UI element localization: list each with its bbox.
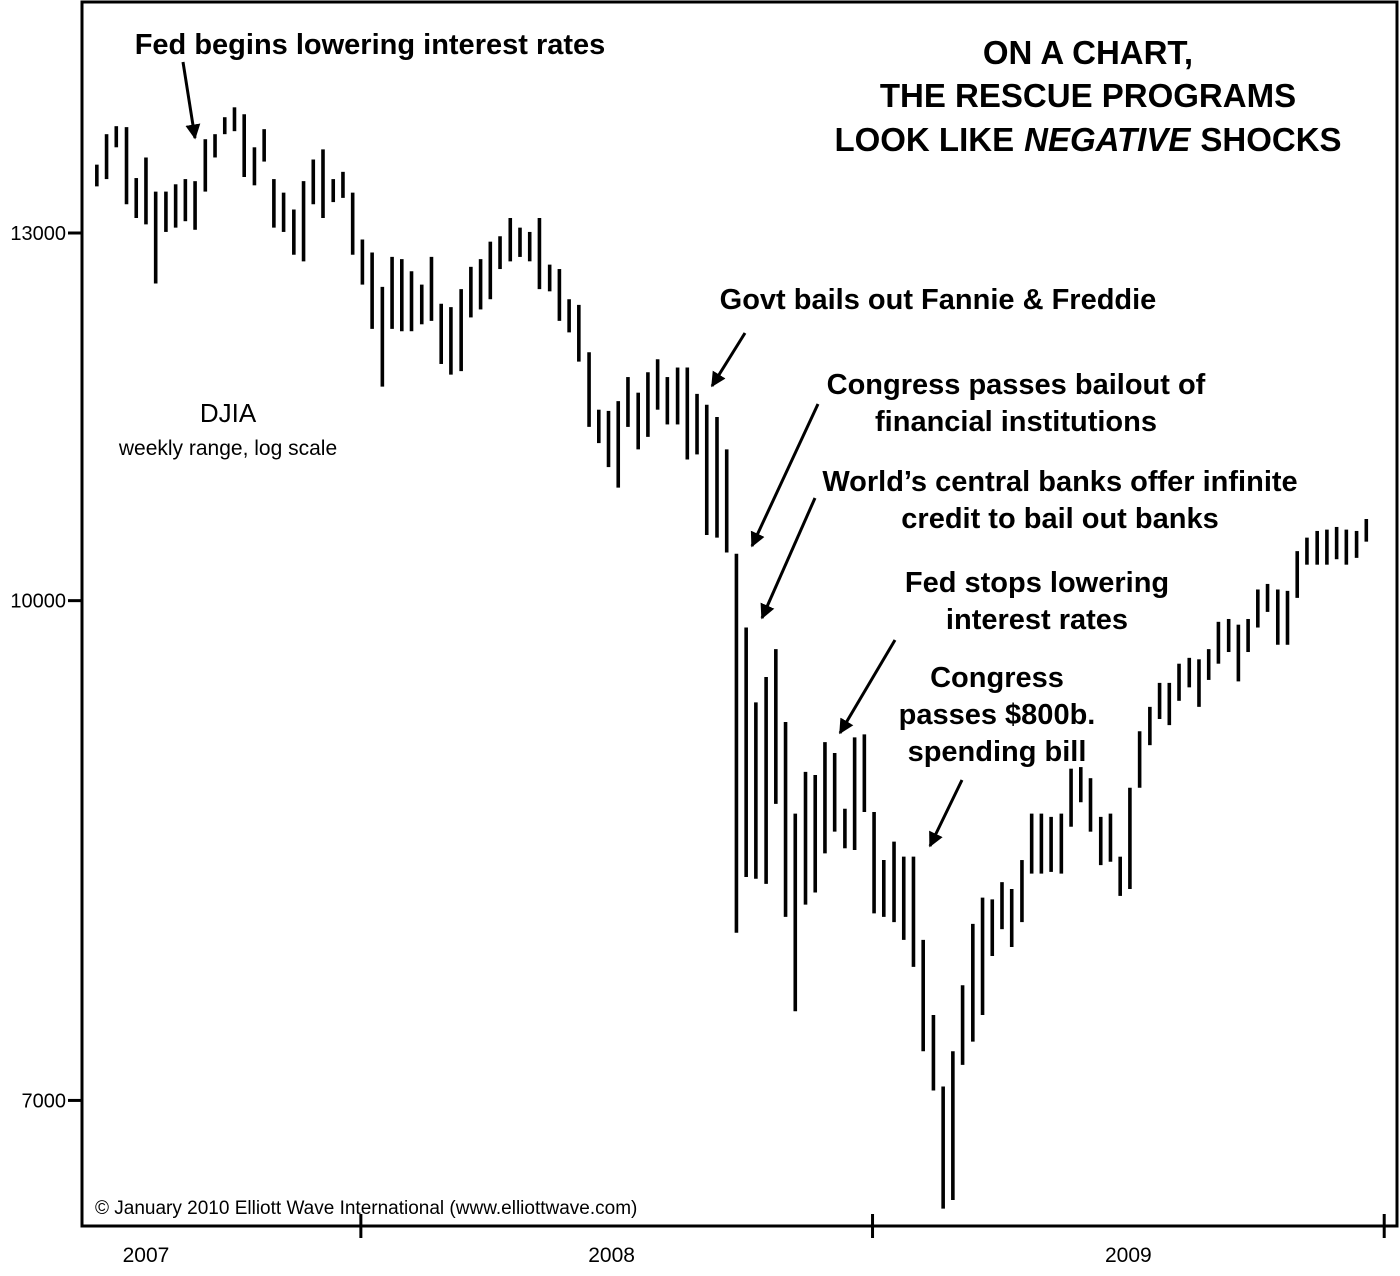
annotation: Govt bails out Fannie & Freddie <box>720 284 1157 316</box>
annotation-arrow <box>181 61 201 140</box>
title-part: SHOCKS <box>1200 121 1341 158</box>
annotation: spending bill <box>908 736 1087 768</box>
y-tick-label: 7000 <box>22 1090 67 1112</box>
annotation-arrow <box>760 497 817 620</box>
annotation: credit to bail out banks <box>901 503 1218 535</box>
annotation: interest rates <box>946 604 1128 636</box>
x-tick-label: 2009 <box>1105 1244 1152 1267</box>
annotation-arrow <box>710 332 747 388</box>
annotation: Fed begins lowering interest rates <box>135 29 606 61</box>
title-part: LOOK LIKE <box>834 121 1014 158</box>
title-block: ON A CHART, THE RESCUE PROGRAMS LOOK LIK… <box>834 34 1341 158</box>
subtitle: weekly range, log scale <box>118 437 337 460</box>
source-note: © January 2010 Elliott Wave Internationa… <box>95 1198 637 1219</box>
annotation: Congress passes bailout of <box>827 369 1206 401</box>
plot-frame <box>80 0 1399 1228</box>
annotation: World’s central banks offer infinite <box>822 466 1297 498</box>
annotation: Fed stops lowering <box>905 567 1169 599</box>
annotation-arrow <box>838 639 897 735</box>
y-tick-label: 13000 <box>10 223 66 245</box>
annotation: financial institutions <box>875 406 1157 438</box>
title-line: THE RESCUE PROGRAMS <box>880 77 1296 114</box>
annotation: passes $800b. <box>899 699 1096 731</box>
annotation-arrow <box>928 779 964 848</box>
title-line: LOOK LIKE NEGATIVE SHOCKS <box>834 121 1341 158</box>
y-tick-label: 10000 <box>10 591 66 613</box>
annotation-arrow <box>750 403 820 548</box>
title-part: NEGATIVE <box>1024 121 1191 158</box>
x-tick-label: 2008 <box>588 1244 635 1267</box>
x-tick-label: 2007 <box>123 1244 170 1267</box>
title-line: ON A CHART, <box>983 34 1193 71</box>
annotation: Congress <box>930 662 1064 694</box>
series-label: DJIA <box>200 398 257 428</box>
